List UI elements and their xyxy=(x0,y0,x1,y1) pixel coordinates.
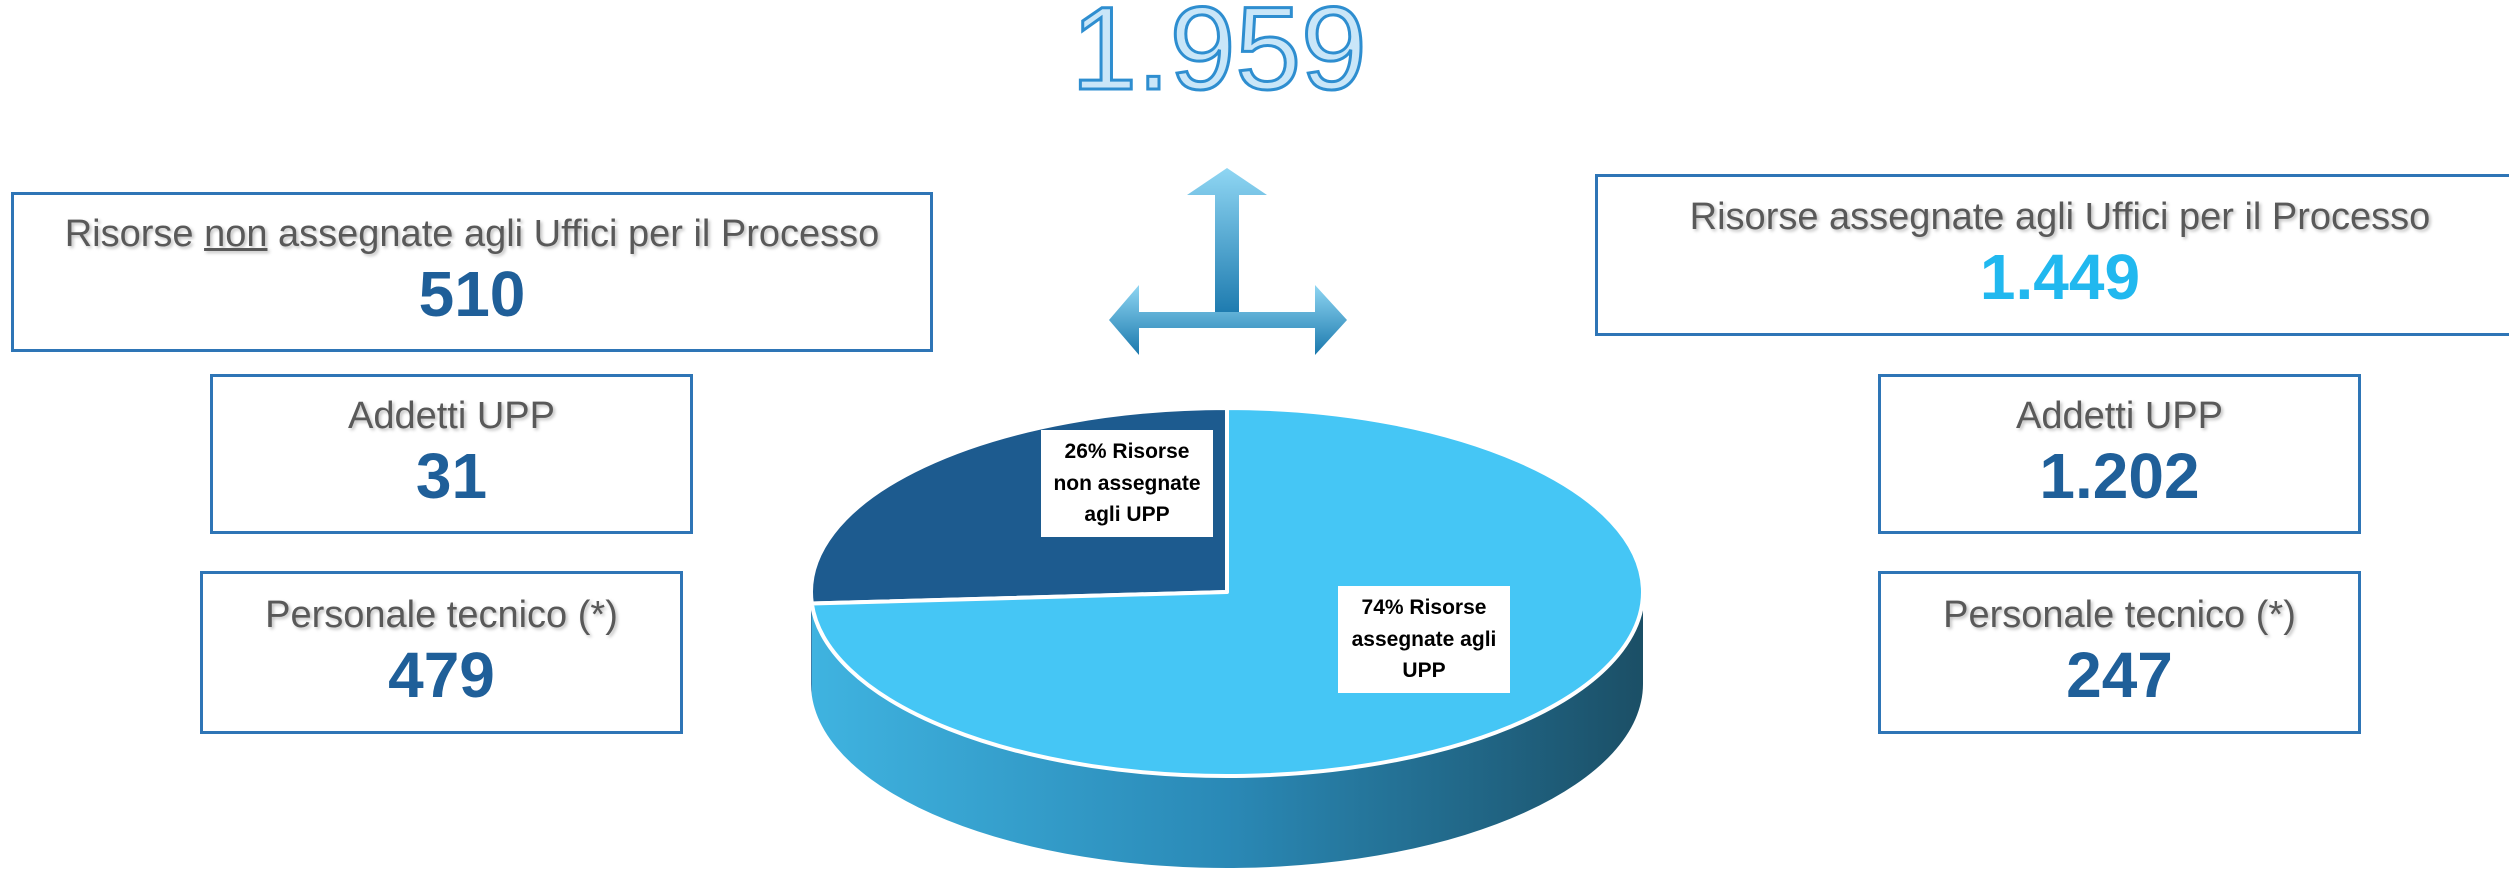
value: 31 xyxy=(415,440,488,512)
right-box: Personale tecnico (*) 247 xyxy=(1878,571,2361,734)
value: 247 xyxy=(2066,638,2173,711)
heading-part: non xyxy=(204,213,268,256)
value: 1.449 xyxy=(1979,241,2141,313)
value: 510 xyxy=(418,258,526,330)
right-summary: Risorse assegnate agli Uffici per il Pro… xyxy=(1595,174,2509,336)
pie-side xyxy=(811,592,812,696)
value: 1.202 xyxy=(2039,440,2200,512)
label: Personale tecnico (*) xyxy=(265,593,618,636)
total-title: 1.959 xyxy=(1071,0,1366,115)
label: Addetti UPP xyxy=(2016,395,2223,438)
label: Personale tecnico (*) xyxy=(1943,593,2296,636)
arrow xyxy=(1109,168,1347,355)
heading-part: assegnate agli Uffici per il Processo xyxy=(267,213,880,256)
pie-label: 26% Risorse non assegnate agli UPP xyxy=(1041,430,1213,537)
right-box: Addetti UPP 1.202 xyxy=(1878,374,2361,534)
left-box: Addetti UPP 31 xyxy=(210,374,693,534)
heading-part: Risorse xyxy=(64,213,205,256)
left-summary: Risorse non assegnate agli Uffici per il… xyxy=(11,192,933,352)
pie-side xyxy=(811,592,1643,869)
value: 479 xyxy=(388,638,495,711)
pie-label: 74% Risorse assegnate agli UPP xyxy=(1338,586,1510,693)
label: Addetti UPP xyxy=(348,395,555,438)
heading: Risorse assegnate agli Uffici per il Pro… xyxy=(1689,196,2431,239)
heading: Risorse non assegnate agli Uffici per il… xyxy=(65,212,880,258)
pie xyxy=(809,406,1645,869)
left-box: Personale tecnico (*) 479 xyxy=(200,571,683,734)
